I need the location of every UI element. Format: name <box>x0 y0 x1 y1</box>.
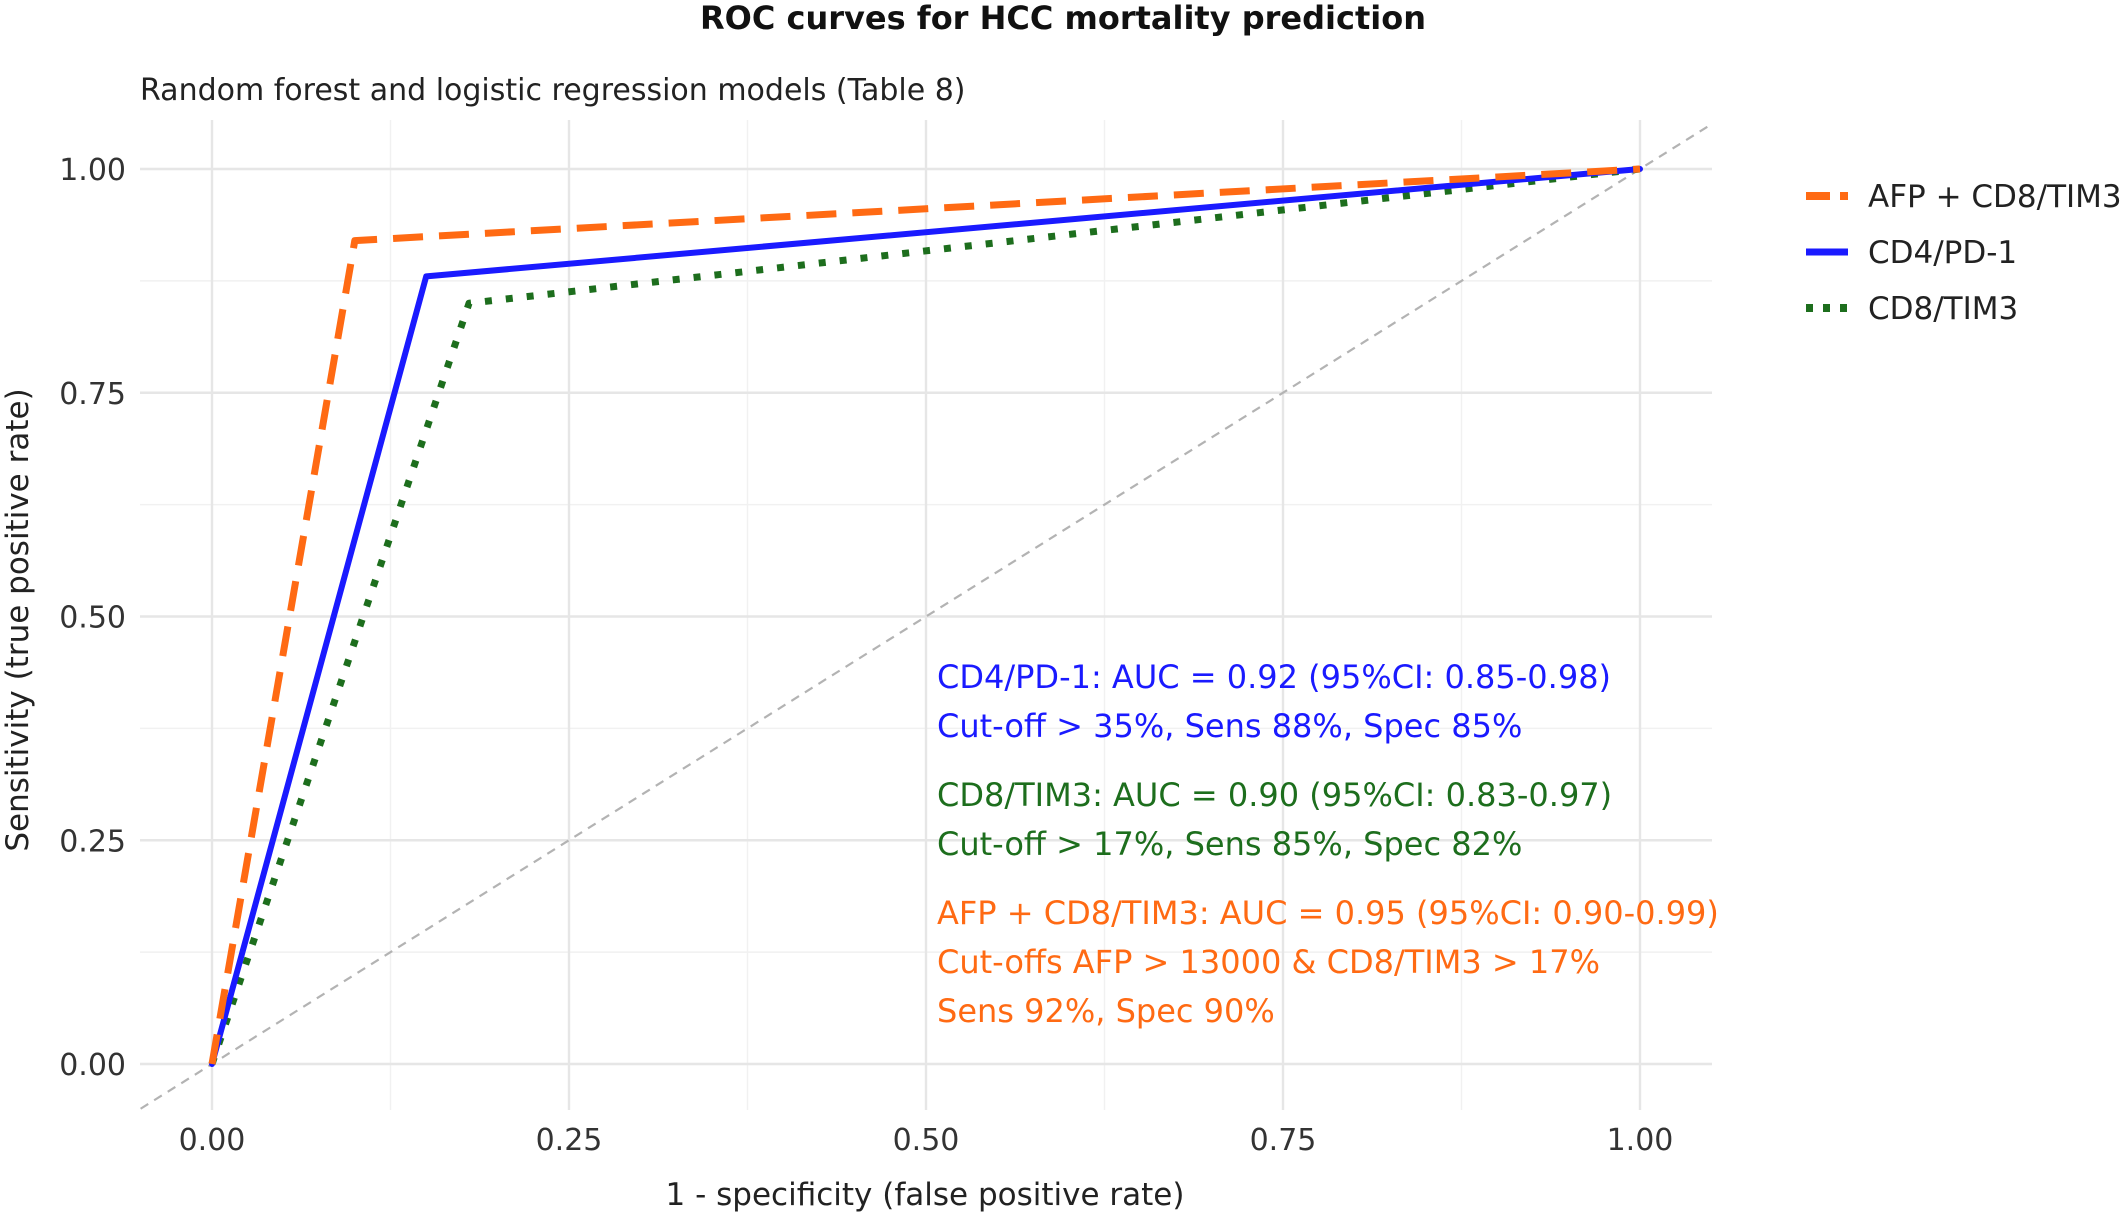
series-line-1 <box>209 166 1643 1067</box>
y-tick-label: 1.00 <box>59 153 126 188</box>
legend-label: CD8/TIM3 <box>1868 291 2018 327</box>
x-tick-label: 0.75 <box>1250 1123 1317 1158</box>
grid <box>140 120 1712 1110</box>
chart-subtitle: Random forest and logistic regression mo… <box>140 73 966 108</box>
chart-title: ROC curves for HCC mortality prediction <box>700 0 1426 37</box>
annotation-line: CD4/PD-1: AUC = 0.92 (95%CI: 0.85-0.98) <box>937 658 1611 696</box>
axis-ticks: 0.00 0.25 0.50 0.75 1.00 0.00 0.25 0.50 0.75 1.00 <box>59 153 1673 1158</box>
legend-label: AFP + CD8/TIM3 <box>1868 179 2122 215</box>
annotations: CD4/PD-1: AUC = 0.92 (95%CI: 0.85-0.98) C… <box>937 658 1719 1030</box>
series-lines <box>208 165 1643 1067</box>
annotation-line: Cut-off > 35%, Sens 88%, Spec 85% <box>937 707 1522 745</box>
annotation-line: Sens 92%, Spec 90% <box>937 992 1275 1030</box>
annotation-line: CD8/TIM3: AUC = 0.90 (95%CI: 0.83-0.97) <box>937 776 1612 814</box>
y-tick-label: 0.00 <box>59 1048 126 1083</box>
y-tick-label: 0.75 <box>59 377 126 412</box>
series-line-0 <box>208 165 1641 1065</box>
x-axis-label: 1 - specificity (false positive rate) <box>666 1177 1185 1213</box>
y-tick-label: 0.50 <box>59 601 126 636</box>
legend: AFP + CD8/TIM3 CD4/PD-1 CD8/TIM3 <box>1806 179 2122 327</box>
x-tick-label: 1.00 <box>1607 1123 1674 1158</box>
reference-diagonal <box>140 123 1712 1110</box>
x-tick-label: 0.00 <box>179 1123 246 1158</box>
x-tick-label: 0.50 <box>893 1123 960 1158</box>
annotation-line: Cut-offs AFP > 13000 & CD8/TIM3 > 17% <box>937 943 1600 981</box>
x-tick-label: 0.25 <box>536 1123 603 1158</box>
series-line-2 <box>208 165 1641 1066</box>
annotation-line: Cut-off > 17%, Sens 85%, Spec 82% <box>937 825 1522 863</box>
y-tick-label: 0.25 <box>59 824 126 859</box>
y-axis-label: Sensitivity (true positive rate) <box>0 388 36 851</box>
annotation-line: AFP + CD8/TIM3: AUC = 0.95 (95%CI: 0.90-… <box>937 894 1719 932</box>
legend-label: CD4/PD-1 <box>1868 235 2017 271</box>
reference-line <box>140 123 1712 1110</box>
